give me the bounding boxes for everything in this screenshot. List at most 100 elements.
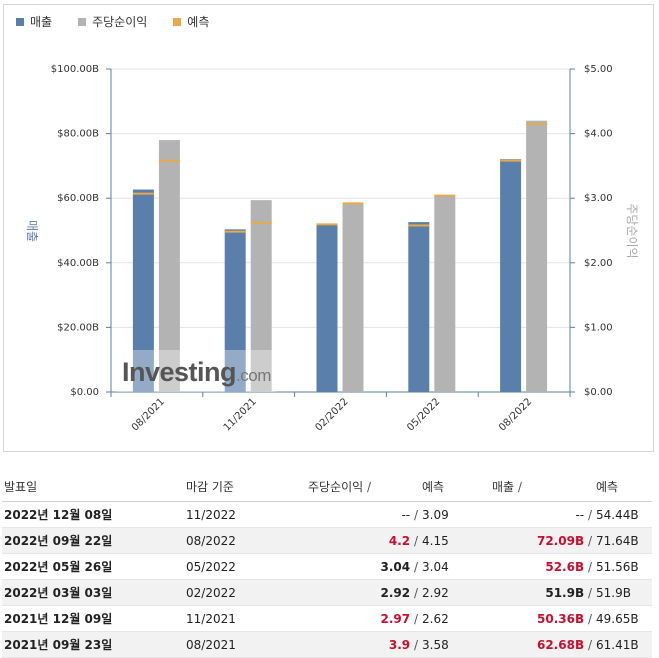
col-header-eps-slash: / xyxy=(367,480,372,494)
eps-bar xyxy=(526,120,548,393)
revenue-cell-slash: / xyxy=(587,611,592,626)
col-header-revenue-forecast[interactable]: 예측 xyxy=(594,472,652,502)
eps-cell-slash: / xyxy=(413,585,418,600)
revenue-bar xyxy=(224,229,246,392)
y2-tick-label: $2.00 xyxy=(584,258,613,269)
date-cell-value: 2022년 12월 08일 xyxy=(4,508,113,522)
table-row: 2022년 05월 26일 05/2022 3.04 /3.04 52.6B /51.… xyxy=(2,553,652,580)
eps-bar xyxy=(250,200,272,392)
x-tick-label: 08/2022 xyxy=(497,396,534,433)
x-tick-label: 02/2022 xyxy=(313,396,350,433)
revenue-cell-value: 72.09B xyxy=(537,533,585,548)
col-header-revenue-slash: / xyxy=(517,480,522,494)
revenue-forecast-mark xyxy=(224,230,246,233)
y-axis-title: 매출 xyxy=(25,220,39,242)
eps-bar xyxy=(158,140,180,392)
revenue-cell-slash: / xyxy=(587,533,592,548)
table-header-row: 발표일 마감 기준 주당순이익 / 예측 매출 / 예측 xyxy=(2,472,652,502)
col-header-eps-forecast[interactable]: 예측 xyxy=(420,472,490,502)
col-header-period-label: 마감 기준 xyxy=(186,480,234,494)
col-header-eps[interactable]: 주당순이익 / xyxy=(306,472,420,502)
eps-forecast-cell: 2.62 xyxy=(420,605,490,632)
date-cell: 2021년 12월 09일 xyxy=(2,605,184,632)
revenue-cell: 51.9B / xyxy=(490,579,594,606)
period-cell-value: 05/2022 xyxy=(186,559,236,574)
eps-cell-value: -- xyxy=(401,507,411,522)
period-cell: 05/2022 xyxy=(184,553,306,580)
revenue-forecast-cell: 51.9B xyxy=(594,579,652,606)
date-cell-value: 2022년 03월 03일 xyxy=(4,586,113,600)
revenue-forecast-cell-value: 49.65B xyxy=(596,611,639,626)
eps-forecast-mark xyxy=(158,159,180,162)
legend-item-forecast[interactable]: 예측 xyxy=(173,13,209,30)
col-header-revenue[interactable]: 매출 / xyxy=(490,472,594,502)
date-cell-value: 2022년 09월 22일 xyxy=(4,534,113,548)
eps-cell-value: 2.92 xyxy=(380,585,411,600)
eps-cell-slash: / xyxy=(413,559,418,574)
eps-cell-slash: / xyxy=(413,533,418,548)
date-cell-value: 2021년 12월 09일 xyxy=(4,612,113,626)
revenue-cell: 72.09B / xyxy=(490,527,594,554)
investing-logo-suffix: .com xyxy=(236,366,271,385)
eps-forecast-cell: 2.92 xyxy=(420,579,490,606)
revenue-forecast-mark xyxy=(316,223,338,226)
eps-cell: 2.97 / xyxy=(306,605,420,632)
period-cell-value: 08/2022 xyxy=(186,533,236,548)
period-cell: 08/2022 xyxy=(184,527,306,554)
legend-item-revenue[interactable]: 매출 xyxy=(16,13,52,30)
revenue-cell-value: 52.6B xyxy=(545,559,585,574)
eps-forecast-cell-value: 3.04 xyxy=(422,559,449,574)
revenue-cell-slash: / xyxy=(587,585,592,600)
table-row: 2022년 12월 08일 11/2022 -- /3.09 -- /54.44B xyxy=(2,501,652,528)
table-row: 2021년 12월 09일 11/2021 2.97 /2.62 50.36B /49… xyxy=(2,605,652,632)
period-cell: 11/2021 xyxy=(184,605,306,632)
legend-label-forecast: 예측 xyxy=(187,15,210,29)
legend-swatch-eps xyxy=(78,17,87,26)
earnings-chart: $0.00 $0.00 $20.00B $1.00 $40.00B $2.00 $60.00… xyxy=(25,64,639,433)
revenue-bar xyxy=(316,224,338,392)
chart-panel: 매출 주당순이익 예측 $0.00 $0.00 $20.00B $1.00 $40.00… xyxy=(3,4,654,452)
col-header-date[interactable]: 발표일 xyxy=(2,472,184,502)
watermark-overlay xyxy=(116,350,276,392)
revenue-forecast-cell-value: 51.9B xyxy=(596,585,631,600)
y2-tick-label: $3.00 xyxy=(584,193,613,204)
revenue-bar xyxy=(132,189,154,392)
revenue-cell-slash: / xyxy=(587,559,592,574)
eps-forecast-cell-value: 2.92 xyxy=(422,585,449,600)
eps-bar xyxy=(434,195,456,392)
eps-forecast-cell: 3.04 xyxy=(420,553,490,580)
eps-cell: 2.92 / xyxy=(306,579,420,606)
period-cell-value: 11/2021 xyxy=(186,611,236,626)
y2-tick-label: $0.00 xyxy=(584,387,613,398)
y-tick-label: $100.00B xyxy=(51,64,99,75)
eps-forecast-mark xyxy=(526,122,548,125)
period-cell-value: 02/2022 xyxy=(186,585,236,600)
eps-cell: 4.2 / xyxy=(306,527,420,554)
legend-item-eps[interactable]: 주당순이익 xyxy=(78,13,147,30)
revenue-cell-slash: / xyxy=(587,507,592,522)
x-tick-label: 05/2022 xyxy=(405,396,442,433)
eps-forecast-cell-value: 4.15 xyxy=(422,533,449,548)
y-tick-label: $60.00B xyxy=(57,193,99,204)
revenue-forecast-cell-value: 51.56B xyxy=(596,559,639,574)
eps-forecast-cell-value: 2.62 xyxy=(422,611,449,626)
date-cell-value: 2022년 05월 26일 xyxy=(4,560,113,574)
col-header-eps-forecast-label: 예측 xyxy=(422,480,445,494)
y2-tick-label: $1.00 xyxy=(584,322,613,333)
revenue-cell-value: 51.9B xyxy=(545,585,585,600)
eps-bar xyxy=(342,203,364,392)
col-header-period[interactable]: 마감 기준 xyxy=(184,472,306,502)
revenue-forecast-mark xyxy=(408,224,430,227)
col-header-revenue-label: 매출 xyxy=(492,480,515,494)
eps-forecast-mark xyxy=(250,221,272,224)
revenue-forecast-mark xyxy=(500,159,522,162)
eps-cell-value: 2.97 xyxy=(380,611,411,626)
col-header-eps-label: 주당순이익 xyxy=(308,480,364,494)
revenue-forecast-cell: 71.64B xyxy=(594,527,652,554)
period-cell-value: 11/2022 xyxy=(186,507,236,522)
eps-cell-slash: / xyxy=(413,611,418,626)
date-cell-value: 2021년 09월 23일 xyxy=(4,638,113,652)
y-tick-label: $40.00B xyxy=(57,258,99,269)
eps-forecast-cell-value: 3.09 xyxy=(422,507,449,522)
y-tick-label: $0.00 xyxy=(70,387,99,398)
